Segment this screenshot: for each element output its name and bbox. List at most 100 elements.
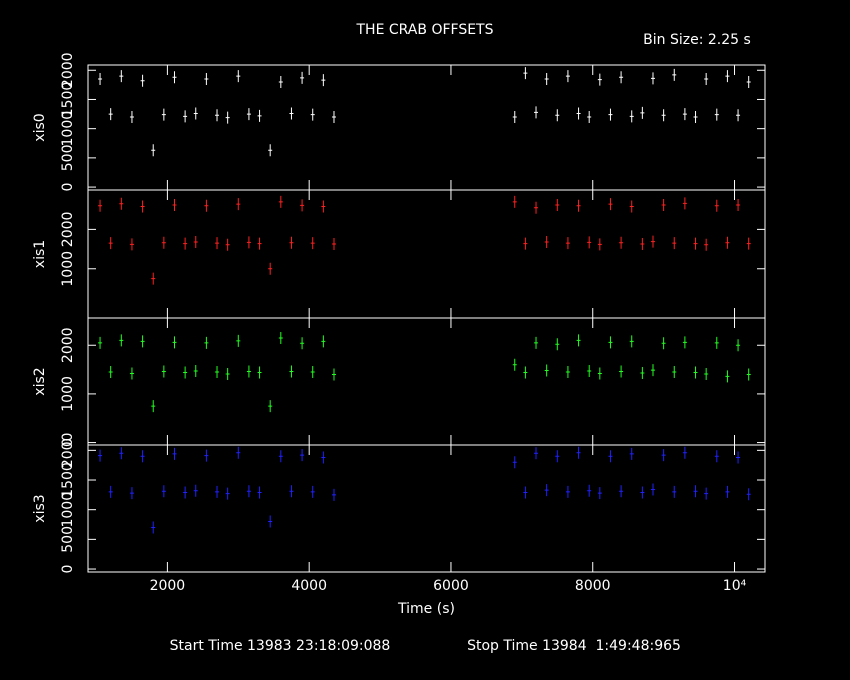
data-point <box>704 487 709 500</box>
data-point <box>215 366 220 379</box>
data-point <box>331 368 336 381</box>
data-point <box>704 238 709 251</box>
y-axis-label: xis1 <box>32 240 48 268</box>
data-point <box>183 110 188 123</box>
data-point <box>321 335 326 348</box>
x-tick-label: 10⁴ <box>723 578 747 594</box>
data-point <box>725 236 730 249</box>
data-point <box>129 238 134 251</box>
data-point <box>321 200 326 213</box>
x-tick-label: 6000 <box>433 578 469 594</box>
data-point <box>331 110 336 123</box>
data-point <box>714 450 719 463</box>
data-point <box>693 237 698 250</box>
x-tick-label: 8000 <box>575 578 611 594</box>
data-point <box>119 70 124 83</box>
data-point <box>619 236 624 249</box>
data-point <box>523 67 528 80</box>
data-point <box>268 262 273 275</box>
data-point <box>236 70 241 83</box>
data-point <box>523 486 528 499</box>
data-point <box>640 237 645 250</box>
x-axis-label: Time (s) <box>397 601 455 617</box>
data-point <box>246 236 251 249</box>
data-point <box>246 365 251 378</box>
data-point <box>140 335 145 348</box>
data-point <box>587 484 592 497</box>
data-point <box>640 486 645 499</box>
y-tick-label: 2000 <box>60 327 76 363</box>
data-point <box>512 110 517 123</box>
data-point <box>193 107 198 120</box>
data-point <box>172 71 177 84</box>
data-point <box>300 71 305 84</box>
data-point <box>98 449 103 462</box>
data-point <box>736 198 741 211</box>
data-point <box>714 336 719 349</box>
data-point <box>193 484 198 497</box>
data-point <box>215 237 220 250</box>
data-point <box>746 237 751 250</box>
data-point <box>310 237 315 250</box>
data-point <box>289 236 294 249</box>
data-point <box>534 106 539 119</box>
data-point <box>161 365 166 378</box>
data-point <box>183 486 188 499</box>
data-point <box>289 107 294 120</box>
data-point <box>650 235 655 248</box>
data-point <box>225 487 230 500</box>
data-point <box>129 367 134 380</box>
data-point <box>278 75 283 88</box>
data-point <box>661 198 666 211</box>
data-point <box>629 110 634 123</box>
data-point <box>257 109 262 122</box>
data-point <box>672 237 677 250</box>
data-point <box>257 237 262 250</box>
start-time: Start Time 13983 23:18:09:088 <box>170 638 391 654</box>
y-tick-label: 0 <box>60 565 76 574</box>
data-point <box>204 449 209 462</box>
data-point <box>268 144 273 157</box>
data-point <box>151 144 156 157</box>
data-point <box>236 446 241 459</box>
data-point <box>151 400 156 413</box>
data-point <box>215 485 220 498</box>
y-tick-label: 1000 <box>60 376 76 412</box>
data-point <box>544 364 549 377</box>
data-point <box>140 450 145 463</box>
data-point <box>161 108 166 121</box>
data-point <box>204 73 209 86</box>
data-point <box>310 108 315 121</box>
data-point <box>661 449 666 462</box>
data-point <box>565 366 570 379</box>
data-point <box>682 446 687 459</box>
data-point <box>672 366 677 379</box>
data-point <box>587 365 592 378</box>
data-point <box>661 109 666 122</box>
data-point <box>682 108 687 121</box>
data-point <box>300 337 305 350</box>
data-point <box>268 515 273 528</box>
data-point <box>108 485 113 498</box>
data-point <box>512 195 517 208</box>
data-point <box>310 485 315 498</box>
data-point <box>746 368 751 381</box>
data-point <box>629 335 634 348</box>
data-point <box>161 485 166 498</box>
x-tick-label: 2000 <box>150 578 186 594</box>
data-point <box>225 367 230 380</box>
stop-time: Stop Time 13984 1:49:48:965 <box>467 638 681 654</box>
y-axis-label: xis2 <box>32 367 48 395</box>
y-axis-label: xis3 <box>32 494 48 522</box>
data-point <box>619 365 624 378</box>
data-point <box>746 75 751 88</box>
data-point <box>534 447 539 460</box>
data-point <box>650 72 655 85</box>
y-tick-label: 1000 <box>60 111 76 147</box>
data-point <box>714 199 719 212</box>
data-point <box>225 111 230 124</box>
y-tick-label: 1000 <box>60 492 76 528</box>
data-point <box>119 197 124 210</box>
data-point <box>278 331 283 344</box>
